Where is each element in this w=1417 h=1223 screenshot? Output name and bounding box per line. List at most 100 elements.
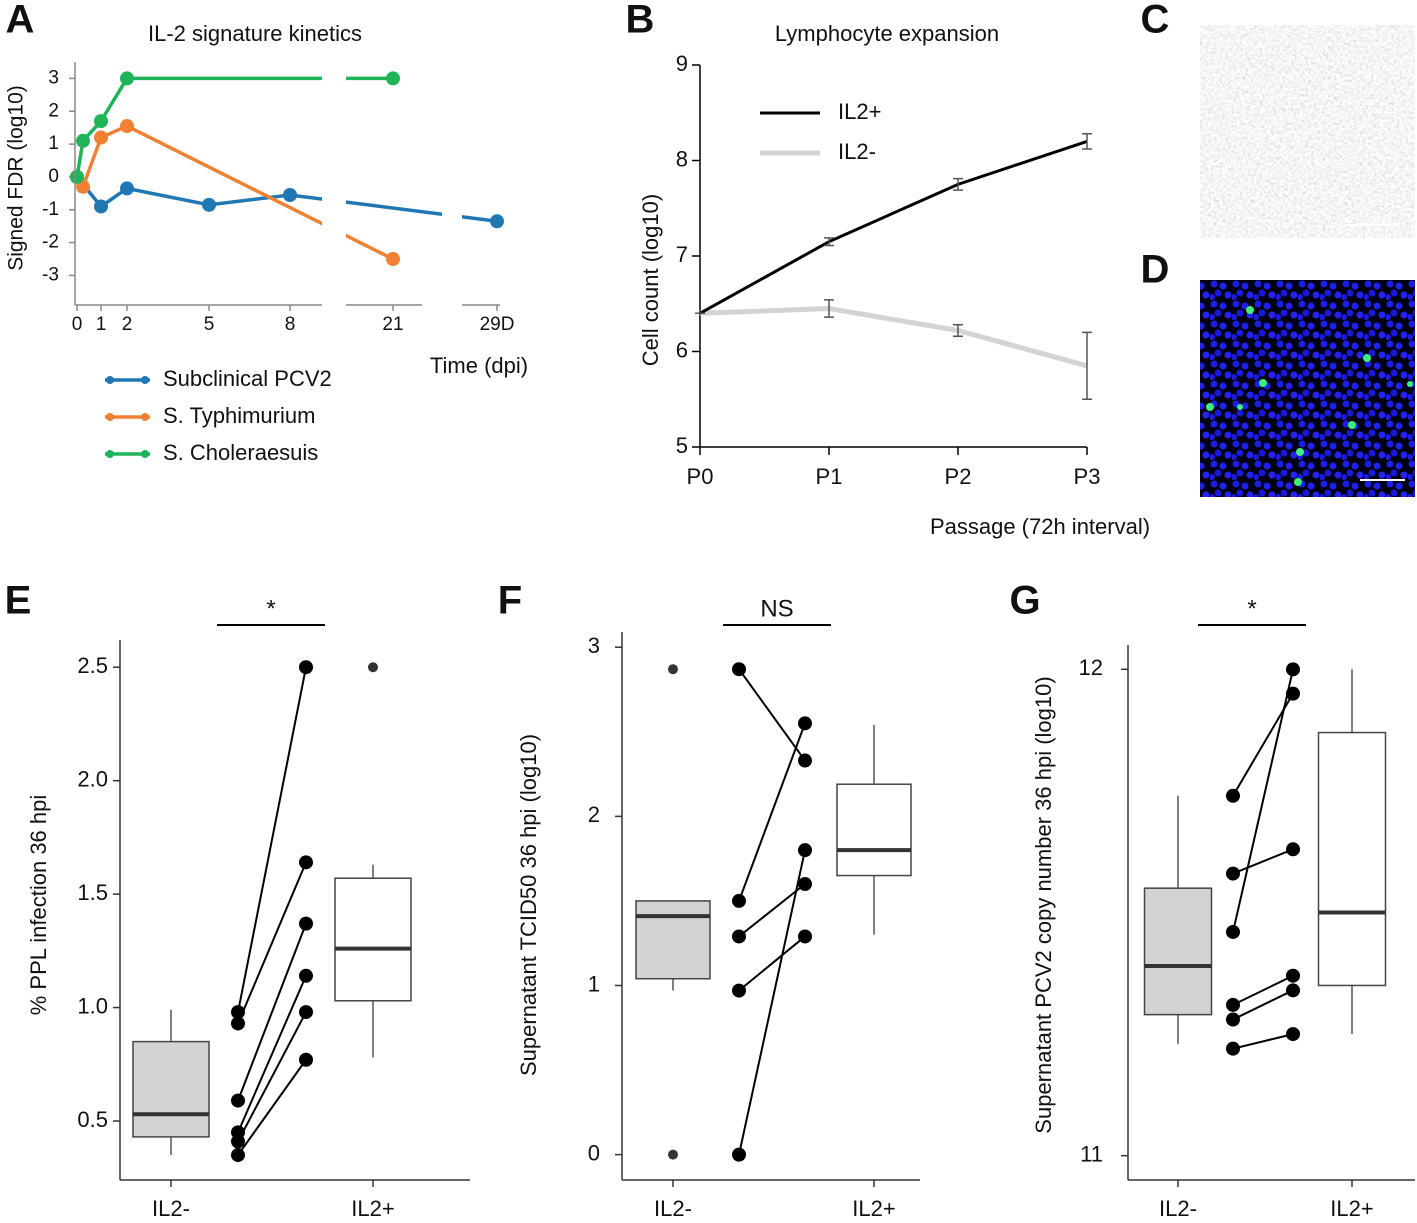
paired-point — [1226, 788, 1240, 803]
paired-point — [1226, 997, 1240, 1012]
y-tick-label: -3 — [42, 264, 59, 285]
paired-point — [798, 877, 812, 892]
pair-line — [237, 667, 307, 1013]
x-tick-label: 21 — [382, 314, 403, 335]
x-tick-label: 2 — [122, 314, 133, 335]
paired-point — [732, 1147, 746, 1162]
x-tick-label: 29D — [480, 314, 515, 335]
significance-label: * — [266, 595, 275, 622]
series-line — [699, 306, 1088, 369]
paired-point — [231, 1134, 245, 1149]
legend-label: S. Typhimurium — [163, 403, 315, 428]
panel-label: E — [5, 579, 32, 623]
x-tick-label: IL2- — [152, 1196, 190, 1221]
paired-point — [231, 1148, 245, 1163]
data-point — [386, 71, 400, 86]
pair-line — [1232, 989, 1294, 1021]
y-tick-label: -2 — [42, 232, 59, 253]
pair-line — [738, 883, 806, 938]
paired-point — [1286, 842, 1300, 857]
x-tick-label: IL2+ — [351, 1196, 394, 1221]
pair-line — [237, 861, 307, 1024]
micrograph-brightfield — [1200, 25, 1415, 238]
x-tick-label: IL2- — [1159, 1196, 1197, 1221]
data-point — [120, 119, 134, 134]
y-tick-label: 1 — [588, 971, 600, 996]
significance-label: * — [1247, 595, 1256, 622]
outlier — [668, 664, 678, 675]
paired-point — [1226, 866, 1240, 881]
paired-point — [231, 1005, 245, 1020]
data-point — [94, 114, 108, 129]
x-tick-label: 8 — [285, 314, 296, 335]
legend-dot — [141, 450, 149, 458]
paired-point — [1286, 968, 1300, 983]
pair-line — [738, 849, 806, 1155]
y-tick-label: 0 — [588, 1140, 600, 1165]
pair-line — [237, 923, 307, 1101]
paired-point — [1226, 1041, 1240, 1056]
y-tick-label: 5 — [676, 433, 688, 458]
data-point — [120, 71, 134, 86]
paired-point — [1286, 983, 1300, 998]
data-point — [70, 169, 84, 184]
legend-dot — [141, 413, 149, 421]
legend-label: Subclinical PCV2 — [163, 366, 332, 391]
paired-point — [798, 843, 812, 858]
box — [836, 783, 912, 877]
x-tick-label: 1 — [96, 314, 107, 335]
pair-line — [1232, 1033, 1294, 1050]
box — [635, 900, 711, 980]
paired-point — [299, 916, 313, 931]
pair-line — [1232, 669, 1294, 933]
x-tick-label: P1 — [816, 464, 843, 489]
pair-line — [237, 975, 307, 1133]
legend-dot — [141, 376, 149, 384]
pair-line — [237, 1059, 307, 1156]
error-bar — [953, 177, 963, 191]
data-point — [490, 214, 504, 229]
legend-label: IL2+ — [838, 99, 881, 124]
infected-cells — [1206, 306, 1413, 486]
panel-label: C — [1141, 0, 1170, 42]
chart-title: Lymphocyte expansion — [775, 21, 999, 46]
y-tick-label: 3 — [588, 633, 600, 658]
pair-line — [738, 722, 806, 902]
y-axis-label: Cell count (log10) — [638, 194, 663, 366]
legend-label: IL2- — [838, 139, 876, 164]
panel-label: D — [1141, 248, 1170, 292]
y-tick-label: -1 — [42, 199, 59, 220]
box — [1143, 887, 1213, 1016]
legend-label: S. Choleraesuis — [163, 440, 318, 465]
panel-label: G — [1009, 579, 1040, 623]
data-point — [94, 199, 108, 214]
paired-point — [1286, 686, 1300, 701]
paired-point — [231, 1093, 245, 1108]
data-point — [76, 133, 90, 148]
legend-dot — [106, 413, 114, 421]
pair-line — [1232, 974, 1294, 1006]
paired-point — [299, 1052, 313, 1067]
y-tick-label: 1 — [48, 133, 59, 154]
y-tick-label: 8 — [676, 146, 688, 171]
pair-line — [738, 668, 806, 762]
x-tick-label: IL2+ — [852, 1196, 895, 1221]
axis-break — [322, 52, 346, 299]
x-tick-label: P3 — [1074, 464, 1101, 489]
pair-line — [237, 1011, 307, 1142]
legend-dot — [106, 450, 114, 458]
data-point — [202, 197, 216, 212]
outlier — [368, 662, 378, 673]
y-tick-label: 12 — [1079, 655, 1103, 680]
paired-point — [1226, 924, 1240, 939]
x-tick-label: P2 — [945, 464, 972, 489]
error-bar — [1082, 331, 1092, 400]
x-tick-label: IL2+ — [1330, 1196, 1373, 1221]
error-bar — [1082, 133, 1092, 150]
series-line — [699, 139, 1088, 315]
y-axis-label: % PPL infection 36 hpi — [26, 795, 51, 1016]
outlier — [668, 1149, 678, 1160]
paired-point — [732, 983, 746, 998]
